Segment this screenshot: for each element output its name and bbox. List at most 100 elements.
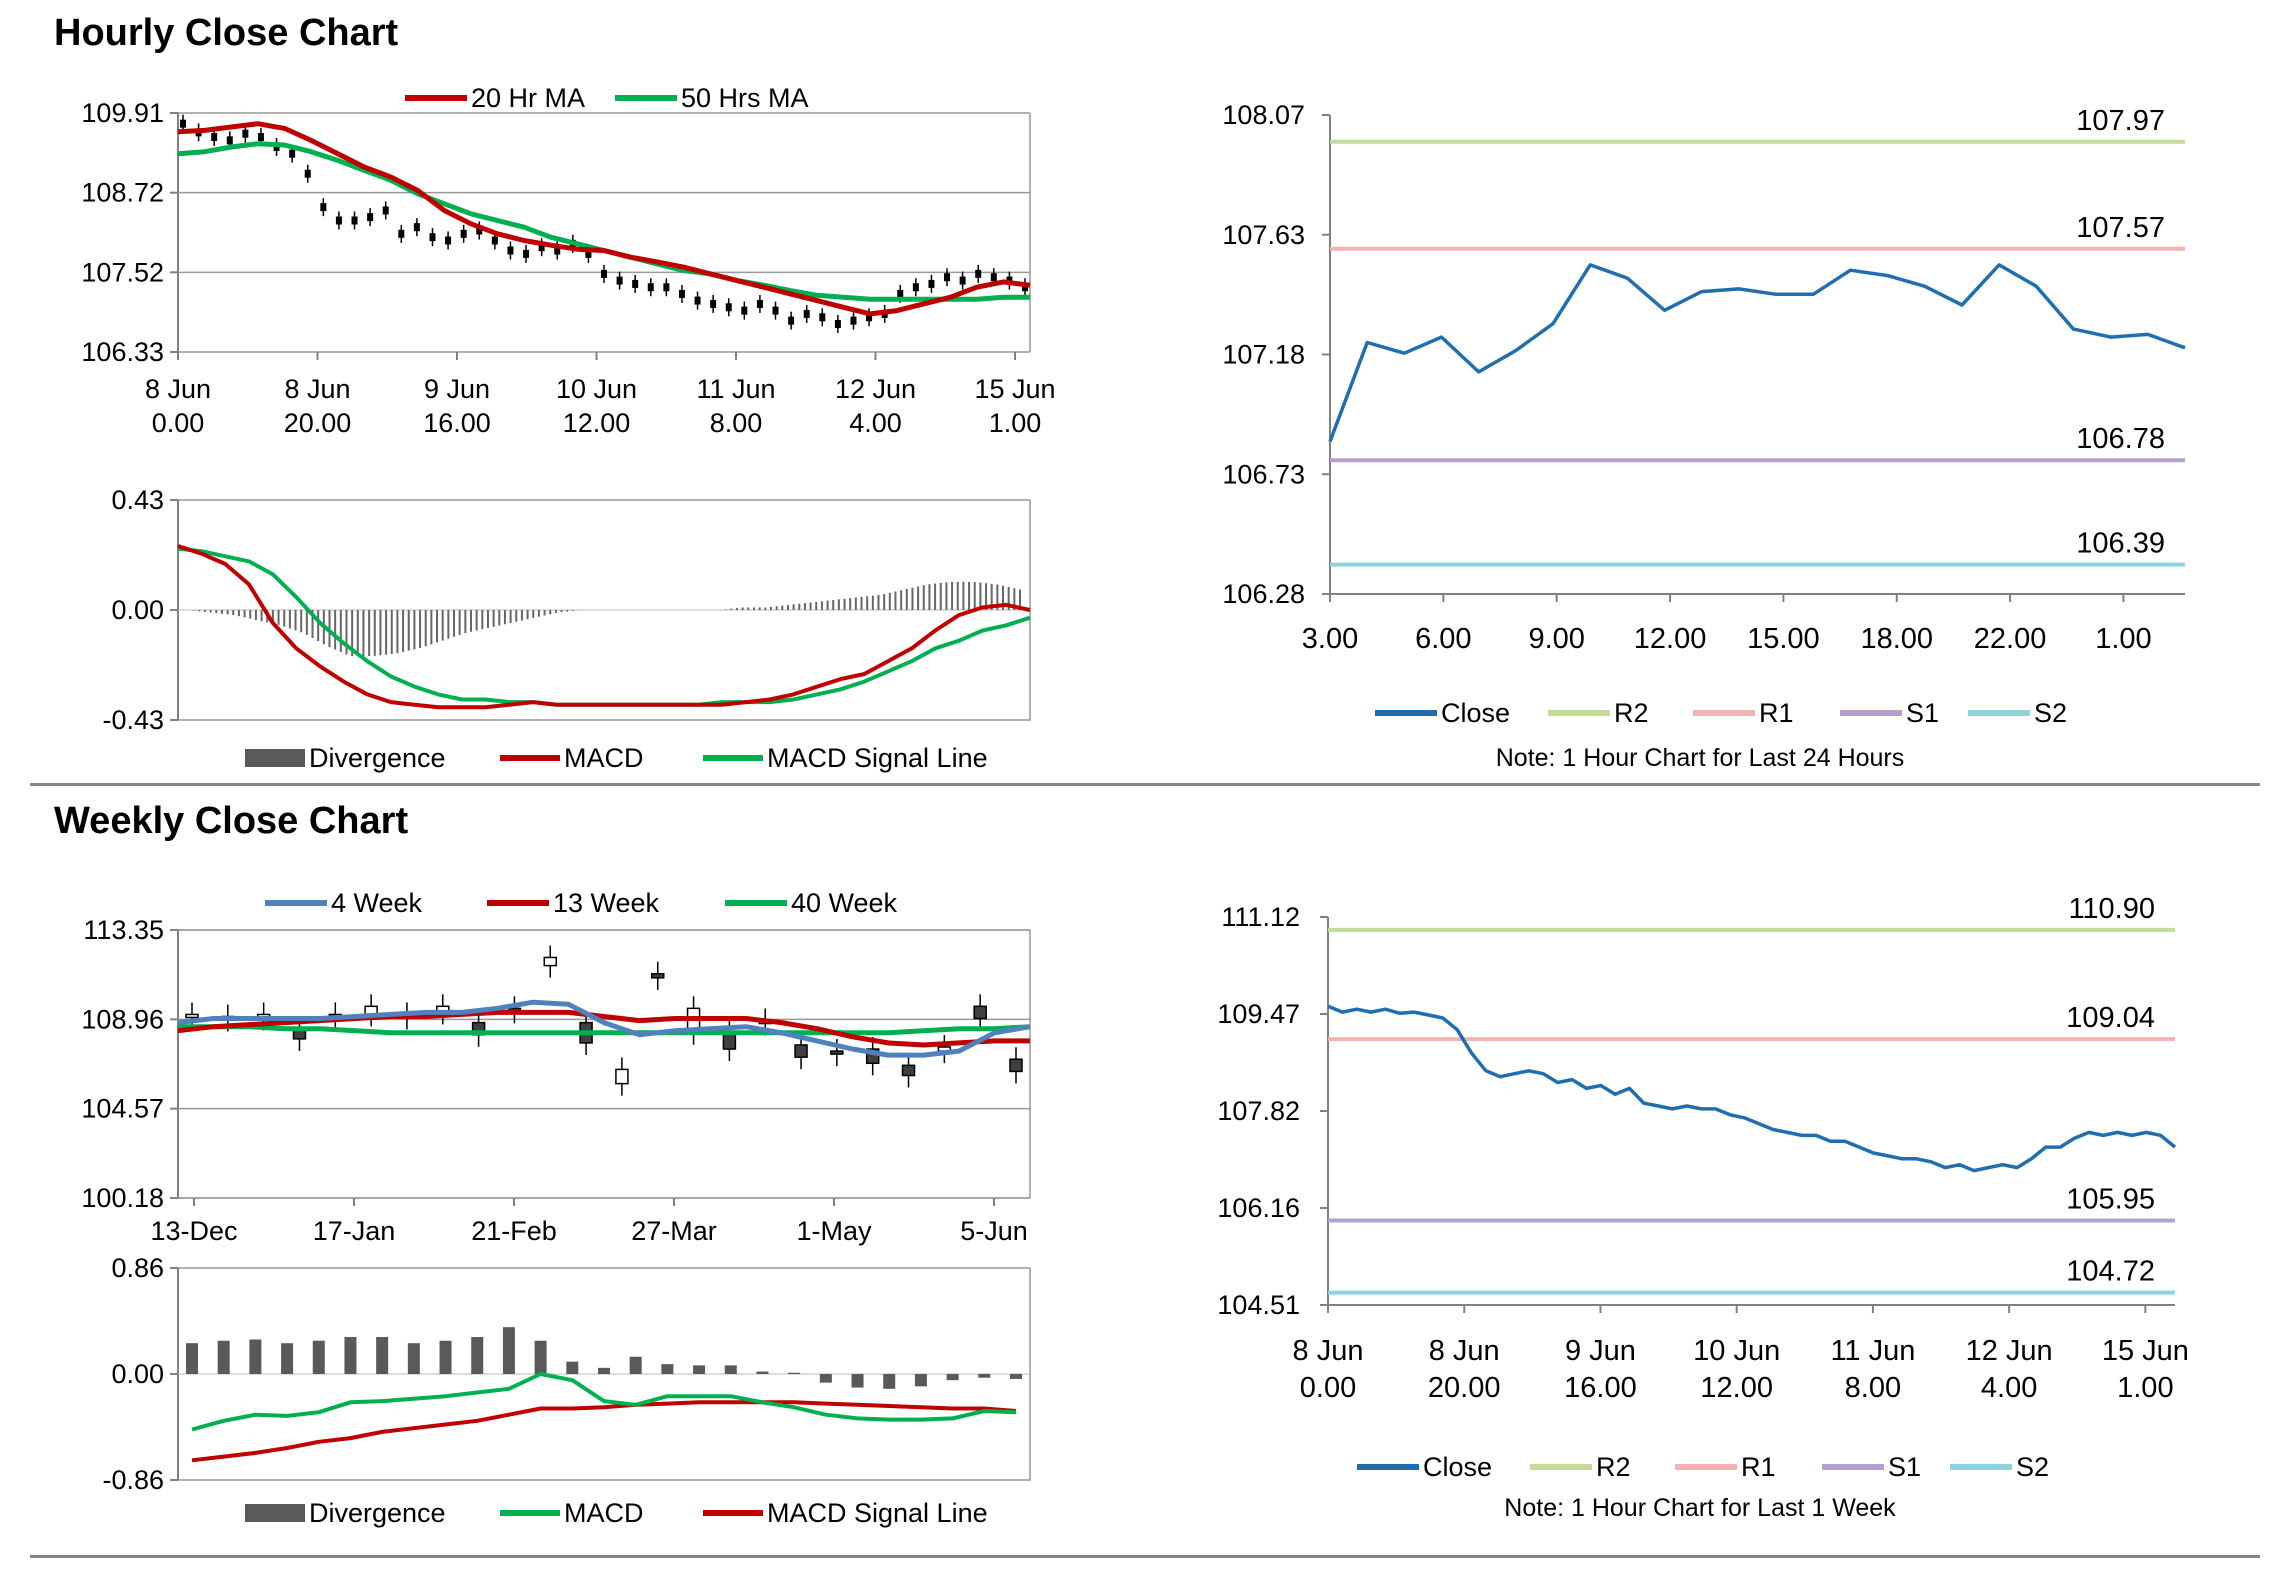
weekly-4-week-line xyxy=(177,999,1031,1058)
weekly-macd-divergence-bar xyxy=(439,1340,452,1374)
hourly-price-candle-body xyxy=(678,289,685,298)
legend-weekly-divergence-swatch xyxy=(245,1504,305,1522)
weekly-macd-divergence-bar xyxy=(756,1371,769,1374)
hourly-24h-note: Note: 1 Hour Chart for Last 24 Hours xyxy=(1496,744,1905,772)
hourly-price-candle-body xyxy=(413,223,420,232)
hourly-24h-legend-close-label: Close xyxy=(1441,698,1510,728)
weekly-price-y-tick-label: 108.96 xyxy=(81,1004,164,1034)
weekly-1w-legend-s1-label: S1 xyxy=(1888,1452,1921,1482)
hourly-price-candle-body xyxy=(725,303,732,312)
bottom-divider xyxy=(30,1555,2260,1558)
hourly-price-candle-body xyxy=(616,276,623,285)
hourly-price-candle-body xyxy=(429,233,436,242)
hourly-24h-y-tick-label: 107.63 xyxy=(1222,220,1305,250)
hourly-price-candle-body xyxy=(647,283,654,292)
hourly-macd-line xyxy=(177,544,1031,710)
hourly-24h-close-line xyxy=(1328,263,2186,443)
hourly-price-x-tick-label: 4.00 xyxy=(849,408,902,438)
weekly-price-x-tick-label: 13-Dec xyxy=(150,1216,237,1246)
hourly-price-candle-body xyxy=(1022,283,1028,292)
weekly-1w-note: Note: 1 Hour Chart for Last 1 Week xyxy=(1504,1494,1896,1522)
weekly-macd-divergence-bar xyxy=(281,1343,294,1374)
hourly-price-y-tick-label: 107.52 xyxy=(81,257,164,287)
weekly-price-y-tick-label: 113.35 xyxy=(83,915,164,945)
weekly-1w-y-tick-label: 107.82 xyxy=(1217,1096,1300,1126)
hourly-20hr-ma-line xyxy=(177,121,1031,317)
weekly-section-title: Weekly Close Chart xyxy=(54,800,409,842)
weekly-macd-line xyxy=(191,1372,1017,1432)
hourly-price-x-tick-label: 15 Jun xyxy=(974,374,1055,404)
hourly-price-candle-body xyxy=(211,133,218,142)
weekly-macd-divergence-bar xyxy=(598,1367,610,1374)
hourly-price-candle-body xyxy=(850,316,857,325)
weekly-1w-x-tick-label: 10 Jun xyxy=(1693,1335,1780,1367)
hourly-24h-level-label-s2: 106.39 xyxy=(2076,528,2165,560)
weekly-1w-x-tick-label: 15 Jun xyxy=(2102,1335,2189,1367)
weekly-1w-legend-r2-label: R2 xyxy=(1596,1452,1631,1482)
weekly-price-x-tick-label: 17-Jan xyxy=(313,1216,396,1246)
weekly-candle-body xyxy=(794,1044,808,1058)
hourly-price-candle-body xyxy=(335,216,342,225)
hourly-price-candle-body xyxy=(257,133,264,142)
weekly-1w-legend-s2-label: S2 xyxy=(2016,1452,2049,1482)
weekly-1w-level-label-s2: 104.72 xyxy=(2066,1256,2155,1288)
legend-hourly-divergence-swatch xyxy=(245,749,305,767)
weekly-1w-level-label-s1: 105.95 xyxy=(2066,1183,2155,1215)
hourly-price-candle-body xyxy=(834,319,841,328)
weekly-macd-divergence-bar xyxy=(978,1374,991,1378)
legend-hourly-signal-label: MACD Signal Line xyxy=(767,743,988,773)
weekly-1w-legend-r1-label: R1 xyxy=(1741,1452,1776,1482)
hourly-price-x-tick-label: 8 Jun xyxy=(145,374,211,404)
hourly-price-candle-body xyxy=(694,296,701,305)
weekly-1w-close-line xyxy=(1327,1004,2177,1173)
legend-4-week-label: 4 Week xyxy=(331,888,423,918)
hourly-price-candle-body xyxy=(507,246,514,255)
hourly-price-candle-body xyxy=(756,299,763,308)
hourly-24h-y-tick-label: 106.73 xyxy=(1222,459,1305,489)
hourly-price-candle-body xyxy=(242,129,249,138)
hourly-24h-y-tick-label: 106.28 xyxy=(1222,579,1305,609)
weekly-candle-body xyxy=(973,1005,987,1020)
hourly-24h-legend-s2-label: S2 xyxy=(2034,698,2067,728)
weekly-1w-x-tick-label: 8 Jun xyxy=(1293,1335,1364,1367)
hourly-price-candle-body xyxy=(772,306,779,315)
weekly-macd-divergence-bar xyxy=(693,1365,706,1374)
weekly-1w-x-tick-label: 20.00 xyxy=(1428,1372,1501,1404)
weekly-price-x-tick-label: 27-Mar xyxy=(631,1216,717,1246)
weekly-macd-divergence-bar xyxy=(629,1356,642,1374)
weekly-candle-body xyxy=(543,956,558,967)
weekly-1w-x-tick-label: 9 Jun xyxy=(1565,1335,1636,1367)
hourly-price-x-tick-label: 20.00 xyxy=(284,408,352,438)
weekly-candle-body xyxy=(1009,1058,1023,1073)
weekly-macd-divergence-bar xyxy=(217,1340,230,1374)
hourly-macd-y-tick-label: 0.00 xyxy=(111,595,164,625)
weekly-1w-y-tick-label: 111.12 xyxy=(1221,902,1300,932)
hourly-macd-y-tick-label: -0.43 xyxy=(102,705,164,735)
weekly-macd-y-tick-label: 0.00 xyxy=(111,1359,164,1389)
weekly-macd-divergence-bar xyxy=(946,1374,959,1381)
weekly-price-x-tick-label: 1-May xyxy=(796,1216,872,1246)
hourly-price-candle-body xyxy=(289,149,296,158)
section-divider xyxy=(30,783,2260,786)
hourly-price-x-tick-label: 12 Jun xyxy=(835,374,916,404)
hourly-price-candle-body xyxy=(538,243,545,252)
hourly-price-x-tick-label: 8 Jun xyxy=(284,374,350,404)
hourly-price-candle-body xyxy=(382,206,389,215)
hourly-price-x-tick-label: 1.00 xyxy=(989,408,1042,438)
legend-20hr-ma-label: 20 Hr MA xyxy=(471,83,585,113)
weekly-macd-divergence-bar xyxy=(407,1343,420,1374)
weekly-macd-divergence-bar xyxy=(566,1361,579,1374)
weekly-macd-divergence-bar xyxy=(914,1374,927,1387)
hourly-24h-x-tick-label: 9.00 xyxy=(1528,623,1584,655)
weekly-1w-x-tick-label: 8 Jun xyxy=(1429,1335,1500,1367)
hourly-24h-legend-r2-label: R2 xyxy=(1614,698,1649,728)
hourly-price-candle-body xyxy=(944,273,951,282)
hourly-24h-x-tick-label: 6.00 xyxy=(1415,623,1471,655)
hourly-price-candle-body xyxy=(959,276,966,285)
hourly-price-candle-body xyxy=(398,229,405,238)
hourly-24h-level-label-r2: 107.97 xyxy=(2076,105,2165,137)
hourly-price-candle-body xyxy=(990,273,997,282)
weekly-1w-x-tick-label: 11 Jun xyxy=(1830,1335,1915,1367)
hourly-price-x-tick-label: 16.00 xyxy=(423,408,491,438)
